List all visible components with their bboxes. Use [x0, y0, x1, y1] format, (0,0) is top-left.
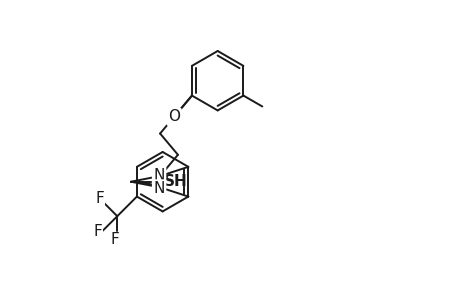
- Text: SH: SH: [163, 174, 187, 189]
- Text: O: O: [168, 109, 180, 124]
- Text: F: F: [111, 232, 119, 247]
- Text: N: N: [153, 181, 164, 196]
- Text: F: F: [93, 224, 102, 239]
- Text: N: N: [153, 167, 164, 182]
- Text: F: F: [95, 191, 104, 206]
